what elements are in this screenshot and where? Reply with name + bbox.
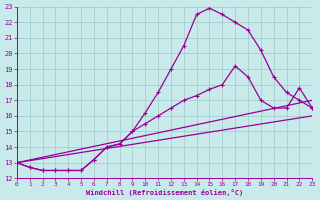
X-axis label: Windchill (Refroidissement éolien,°C): Windchill (Refroidissement éolien,°C) <box>86 189 243 196</box>
